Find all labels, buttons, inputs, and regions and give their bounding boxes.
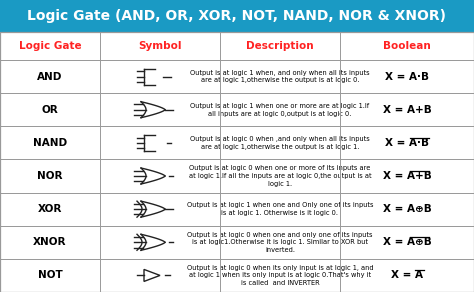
Text: NOT: NOT xyxy=(37,270,63,280)
Text: Output is at logic 1 when one or more are at logic 1.If
all inputs are at logic : Output is at logic 1 when one or more ar… xyxy=(191,103,370,117)
Text: X = A: X = A xyxy=(391,270,423,280)
Text: Logic Gate: Logic Gate xyxy=(18,41,82,51)
Bar xyxy=(0,60,474,93)
Bar xyxy=(0,32,474,292)
Text: Output is at logic 0 when one and only one of its inputs
is at logic1.Otherwise : Output is at logic 0 when one and only o… xyxy=(187,232,373,253)
Bar xyxy=(0,226,474,259)
Text: X = A·B: X = A·B xyxy=(385,72,429,81)
Text: X = A⊕B: X = A⊕B xyxy=(383,237,431,247)
Text: AND: AND xyxy=(37,72,63,81)
Text: XNOR: XNOR xyxy=(33,237,67,247)
Text: Symbol: Symbol xyxy=(138,41,182,51)
Text: X = A+B: X = A+B xyxy=(383,105,431,115)
Bar xyxy=(0,259,474,292)
Bar xyxy=(0,192,474,226)
Text: Output is at logic 0 when its only input is at logic 1, and
at logic 1 when its : Output is at logic 0 when its only input… xyxy=(187,265,374,286)
Text: Description: Description xyxy=(246,41,314,51)
Bar xyxy=(0,32,474,60)
Text: X = A+B: X = A+B xyxy=(383,171,431,181)
Text: NAND: NAND xyxy=(33,138,67,148)
Text: Logic Gate (AND, OR, XOR, NOT, NAND, NOR & XNOR): Logic Gate (AND, OR, XOR, NOT, NAND, NOR… xyxy=(27,9,447,23)
Text: X = A⊕B: X = A⊕B xyxy=(383,204,431,214)
Text: NOR: NOR xyxy=(37,171,63,181)
Text: Output is at logic 0 when one or more of its inputs are
at logic 1.If all the in: Output is at logic 0 when one or more of… xyxy=(189,165,371,187)
Bar xyxy=(0,126,474,159)
Text: Output is at logic 1 when one and Only one of its inputs
is at logic 1. Otherwis: Output is at logic 1 when one and Only o… xyxy=(187,202,373,216)
Text: Boolean: Boolean xyxy=(383,41,431,51)
Text: XOR: XOR xyxy=(38,204,62,214)
Bar xyxy=(0,93,474,126)
Text: X = A·B: X = A·B xyxy=(385,138,429,148)
Text: Output is at logic 0 when ,and only when all its inputs
are at logic 1,otherwise: Output is at logic 0 when ,and only when… xyxy=(190,136,370,150)
Text: Output is at logic 1 when, and only when all its inputs
are at logic 1,otherwise: Output is at logic 1 when, and only when… xyxy=(190,70,370,84)
Bar xyxy=(0,159,474,192)
Bar xyxy=(0,0,474,32)
Text: OR: OR xyxy=(42,105,58,115)
